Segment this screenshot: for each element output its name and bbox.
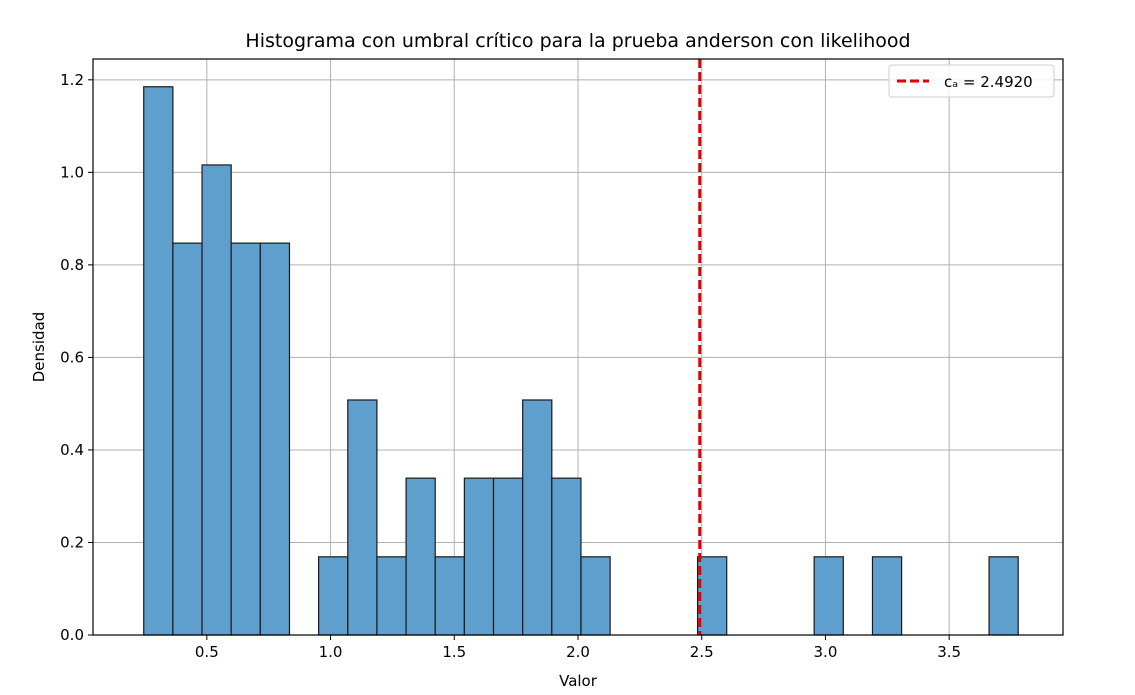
histogram-bar-12 <box>492 477 524 636</box>
y-tick-label-0: 0.0 <box>60 626 84 644</box>
y-axis-label: Densidad <box>30 312 48 383</box>
x-tick-label-4: 2.5 <box>690 643 714 661</box>
x-tick-label-5: 3.0 <box>814 643 838 661</box>
histogram-bar-4 <box>259 242 291 636</box>
x-tick-label-2: 1.5 <box>442 643 466 661</box>
histogram-bar-0 <box>143 86 174 636</box>
histogram-bar-3 <box>230 242 261 636</box>
chart-title: Histograma con umbral crítico para la pr… <box>245 30 910 52</box>
histogram-bar-11 <box>463 477 495 636</box>
histogram-bar-10 <box>434 556 465 636</box>
x-tick-label-6: 3.5 <box>937 643 961 661</box>
y-tick-label-3: 0.6 <box>60 348 84 366</box>
histogram-bar-8 <box>376 556 407 636</box>
histogram-bar-14 <box>551 477 582 636</box>
y-axis-ticks: 0.0 0.2 0.4 0.6 0.8 1.0 1.2 <box>60 71 93 644</box>
x-axis-ticks: 0.5 1.0 1.5 2.0 2.5 3.0 3.5 <box>195 635 961 661</box>
legend-label: cₐ = 2.4920 <box>944 73 1033 91</box>
histogram-bar-1 <box>172 242 203 636</box>
histogram-bar-7 <box>347 399 378 636</box>
x-tick-label-3: 2.0 <box>566 643 590 661</box>
y-tick-label-5: 1.0 <box>60 163 84 181</box>
histogram-bar-29 <box>988 556 1019 636</box>
histogram-bar-15 <box>580 556 611 636</box>
x-tick-label-1: 1.0 <box>319 643 343 661</box>
y-tick-label-1: 0.2 <box>60 533 84 551</box>
x-axis-label: Valor <box>559 672 598 690</box>
x-tick-label-0: 0.5 <box>195 643 219 661</box>
histogram-bar-23 <box>813 556 844 636</box>
legend-box <box>888 64 1055 98</box>
histogram-bar-9 <box>405 477 436 636</box>
histogram-bar-6 <box>318 556 349 636</box>
y-tick-label-2: 0.4 <box>60 441 84 459</box>
histogram-bar-13 <box>522 399 553 636</box>
y-tick-label-4: 0.8 <box>60 256 84 274</box>
histogram-bar-25 <box>871 556 903 636</box>
histogram-bar-19 <box>696 556 728 636</box>
legend: cₐ = 2.4920 <box>888 64 1055 98</box>
histogram-bar-2 <box>201 164 232 636</box>
histogram-bars <box>143 86 1019 636</box>
y-tick-label-6: 1.2 <box>60 71 84 89</box>
